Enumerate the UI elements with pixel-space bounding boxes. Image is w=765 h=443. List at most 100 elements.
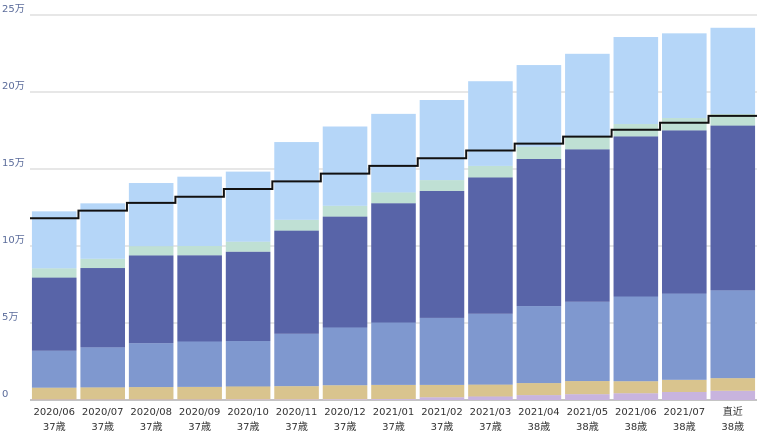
bar-segment-2 bbox=[322, 327, 368, 386]
y-tick-label: 10万 bbox=[2, 235, 25, 246]
bar-segment-4 bbox=[177, 246, 222, 256]
step-line bbox=[30, 114, 757, 220]
bar-segment-5 bbox=[177, 176, 222, 246]
bar-segment-3 bbox=[613, 136, 659, 297]
bar-segment-1 bbox=[710, 378, 756, 391]
bar-segment-3 bbox=[662, 130, 707, 294]
bar-segment-2 bbox=[662, 293, 707, 380]
x-tick-label: 2021/05 bbox=[567, 407, 609, 418]
bar-segment-3 bbox=[710, 125, 756, 291]
bar-segment-3 bbox=[419, 190, 465, 318]
bar-segment-4 bbox=[371, 192, 416, 204]
bar-stacks bbox=[31, 27, 756, 400]
x-age-label: 37歳 bbox=[382, 421, 405, 433]
bar-segment-2 bbox=[31, 350, 77, 388]
x-tick-label: 直近 bbox=[723, 405, 743, 418]
bar-segment-1 bbox=[274, 386, 319, 400]
x-age-label: 38歳 bbox=[576, 421, 599, 433]
bar-segment-1 bbox=[322, 385, 368, 400]
bar-segment-1 bbox=[31, 387, 77, 400]
bar-segment-4 bbox=[710, 114, 756, 126]
bar-segment-5 bbox=[565, 53, 610, 137]
bar-segment-3 bbox=[371, 203, 416, 323]
x-age-label: 38歳 bbox=[721, 421, 744, 433]
bar-segment-3 bbox=[225, 251, 271, 342]
x-tick-label: 2020/11 bbox=[276, 407, 318, 418]
bar-segment-1 bbox=[371, 384, 416, 400]
bar-segment-1 bbox=[516, 383, 562, 396]
x-age-label: 37歳 bbox=[237, 421, 260, 433]
bar-segment-1 bbox=[225, 386, 271, 400]
x-age-label: 37歳 bbox=[43, 421, 66, 433]
bar-segment-4 bbox=[322, 205, 368, 217]
bar-segment-2 bbox=[565, 301, 610, 382]
bar-segment-1 bbox=[468, 384, 513, 397]
bar-segment-5 bbox=[225, 171, 271, 242]
bar-segment-3 bbox=[177, 255, 222, 342]
bar-segment-0 bbox=[371, 399, 416, 400]
x-tick-label: 2020/07 bbox=[82, 407, 124, 418]
bar-segment-2 bbox=[613, 296, 659, 382]
bar-segment-4 bbox=[80, 258, 125, 269]
bar-segment-5 bbox=[468, 81, 513, 166]
x-tick-label: 2021/03 bbox=[470, 407, 512, 418]
y-tick-label: 5万 bbox=[2, 312, 18, 323]
bar-segment-2 bbox=[225, 341, 271, 387]
bar-segment-1 bbox=[613, 381, 659, 394]
x-age-label: 37歳 bbox=[285, 421, 308, 433]
x-tick-label: 2020/09 bbox=[179, 407, 221, 418]
bar-segment-5 bbox=[419, 100, 465, 181]
x-age-label: 38歳 bbox=[528, 421, 551, 433]
bar-segment-0 bbox=[468, 396, 513, 400]
bar-segment-2 bbox=[371, 322, 416, 385]
x-tick-label: 2020/06 bbox=[33, 407, 75, 418]
bar-segment-1 bbox=[177, 386, 222, 400]
bar-segment-3 bbox=[516, 158, 562, 307]
bar-segment-0 bbox=[322, 399, 368, 400]
bar-segment-2 bbox=[710, 290, 756, 379]
bar-segment-5 bbox=[613, 37, 659, 125]
bar-segment-4 bbox=[516, 146, 562, 159]
bar-segment-3 bbox=[274, 230, 319, 334]
bar-segment-2 bbox=[468, 313, 513, 385]
bar-segment-4 bbox=[419, 180, 465, 191]
bar-segment-3 bbox=[468, 177, 513, 314]
bar-segment-4 bbox=[468, 165, 513, 178]
x-tick-label: 2021/01 bbox=[373, 407, 415, 418]
bar-segment-3 bbox=[80, 268, 125, 348]
target-step-line bbox=[30, 114, 757, 220]
x-tick-label: 2020/10 bbox=[227, 407, 269, 418]
x-age-label: 37歳 bbox=[91, 421, 114, 433]
bar-segment-1 bbox=[662, 379, 707, 392]
y-tick-label: 15万 bbox=[2, 158, 25, 169]
bar-segment-2 bbox=[80, 347, 125, 388]
y-tick-label: 25万 bbox=[2, 4, 25, 15]
bar-segment-0 bbox=[225, 399, 271, 400]
bar-segment-1 bbox=[419, 384, 465, 398]
x-age-label: 37歳 bbox=[431, 421, 454, 433]
x-tick-label: 2020/08 bbox=[130, 407, 172, 418]
bar-segment-4 bbox=[274, 219, 319, 231]
bar-segment-2 bbox=[274, 333, 319, 387]
bar-segment-1 bbox=[128, 387, 174, 400]
x-tick-label: 2021/02 bbox=[421, 407, 463, 418]
y-tick-label: 20万 bbox=[2, 81, 25, 92]
bar-segment-1 bbox=[565, 381, 610, 395]
bar-segment-0 bbox=[710, 390, 756, 400]
x-tick-label: 2020/12 bbox=[324, 407, 366, 418]
bar-segment-0 bbox=[516, 395, 562, 400]
x-age-label: 37歳 bbox=[479, 421, 502, 433]
bar-segment-2 bbox=[128, 343, 174, 388]
bar-segment-5 bbox=[80, 203, 125, 259]
bar-segment-4 bbox=[662, 118, 707, 131]
bar-segment-1 bbox=[80, 387, 125, 400]
axis-labels: 0 5万 10万 15万 20万 25万 2020/06 37歳 2020/07 37歳 2020/… bbox=[2, 4, 744, 433]
bar-segment-3 bbox=[128, 255, 174, 344]
bar-segment-5 bbox=[322, 126, 368, 206]
bar-segment-5 bbox=[516, 65, 562, 147]
bar-segment-0 bbox=[419, 397, 465, 400]
bar-segment-4 bbox=[128, 246, 174, 256]
y-tick-label: 0 bbox=[2, 389, 8, 400]
